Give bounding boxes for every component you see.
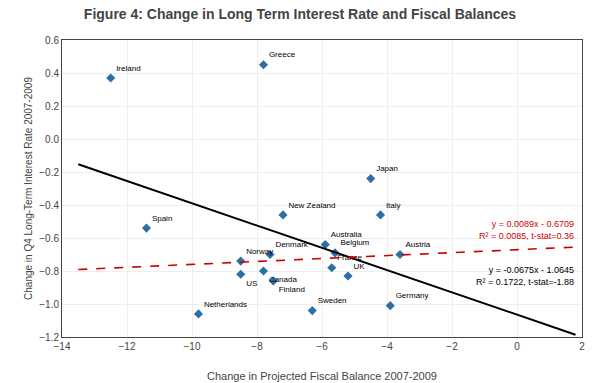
svg-text:0.4: 0.4 <box>45 68 59 79</box>
svg-text:Ireland: Ireland <box>116 64 140 73</box>
svg-text:0.0: 0.0 <box>45 134 59 145</box>
svg-text:Change in Q4 Long-Term Interes: Change in Q4 Long-Term Interest Rate 200… <box>23 77 34 300</box>
svg-text:−14: −14 <box>54 341 71 352</box>
svg-text:−4: −4 <box>381 341 393 352</box>
svg-text:Belgium: Belgium <box>340 238 369 247</box>
svg-text:Austria: Austria <box>405 240 430 249</box>
svg-text:Australia: Australia <box>331 230 363 239</box>
svg-text:−2: −2 <box>446 341 458 352</box>
svg-text:Sweden: Sweden <box>318 296 347 305</box>
svg-text:Figure 4: Change in Long Term: Figure 4: Change in Long Term Interest R… <box>84 6 516 22</box>
svg-text:−0.6: −0.6 <box>39 233 59 244</box>
svg-text:Japan: Japan <box>376 164 398 173</box>
svg-text:0.2: 0.2 <box>45 101 59 112</box>
svg-text:Canada: Canada <box>269 275 298 284</box>
svg-text:Denmark: Denmark <box>275 240 308 249</box>
svg-text:−10: −10 <box>184 341 201 352</box>
svg-text:US: US <box>246 279 257 288</box>
svg-text:Greece: Greece <box>269 50 296 59</box>
svg-text:2: 2 <box>579 341 585 352</box>
svg-text:Change in Projected Fiscal Bal: Change in Projected Fiscal Balance 2007-… <box>207 370 437 382</box>
svg-text:Germany: Germany <box>396 291 429 300</box>
svg-text:New Zealand: New Zealand <box>288 201 335 210</box>
svg-text:France: France <box>337 253 362 262</box>
svg-text:−0.4: −0.4 <box>39 200 59 211</box>
svg-text:y = -0.0675x - 1.0645R² = 0.17: y = -0.0675x - 1.0645R² = 0.1722, t-stat… <box>476 265 574 287</box>
svg-text:−0.2: −0.2 <box>39 167 59 178</box>
svg-text:Netherlands: Netherlands <box>204 300 247 309</box>
svg-text:−1.2: −1.2 <box>39 332 59 343</box>
svg-text:−8: −8 <box>251 341 263 352</box>
svg-text:0.6: 0.6 <box>45 35 59 46</box>
svg-text:Spain: Spain <box>152 214 172 223</box>
svg-text:Finland: Finland <box>279 285 305 294</box>
svg-text:y = 0.0089x - 0.6709R² = 0.008: y = 0.0089x - 0.6709R² = 0.0085, t-stat=… <box>479 219 574 241</box>
svg-text:−0.8: −0.8 <box>39 266 59 277</box>
svg-text:−12: −12 <box>119 341 136 352</box>
svg-text:Norway: Norway <box>246 247 273 256</box>
svg-text:0: 0 <box>514 341 520 352</box>
svg-text:UK: UK <box>353 262 365 271</box>
svg-text:−6: −6 <box>316 341 328 352</box>
svg-text:Italy: Italy <box>386 201 401 210</box>
svg-text:−1.0: −1.0 <box>39 299 59 310</box>
